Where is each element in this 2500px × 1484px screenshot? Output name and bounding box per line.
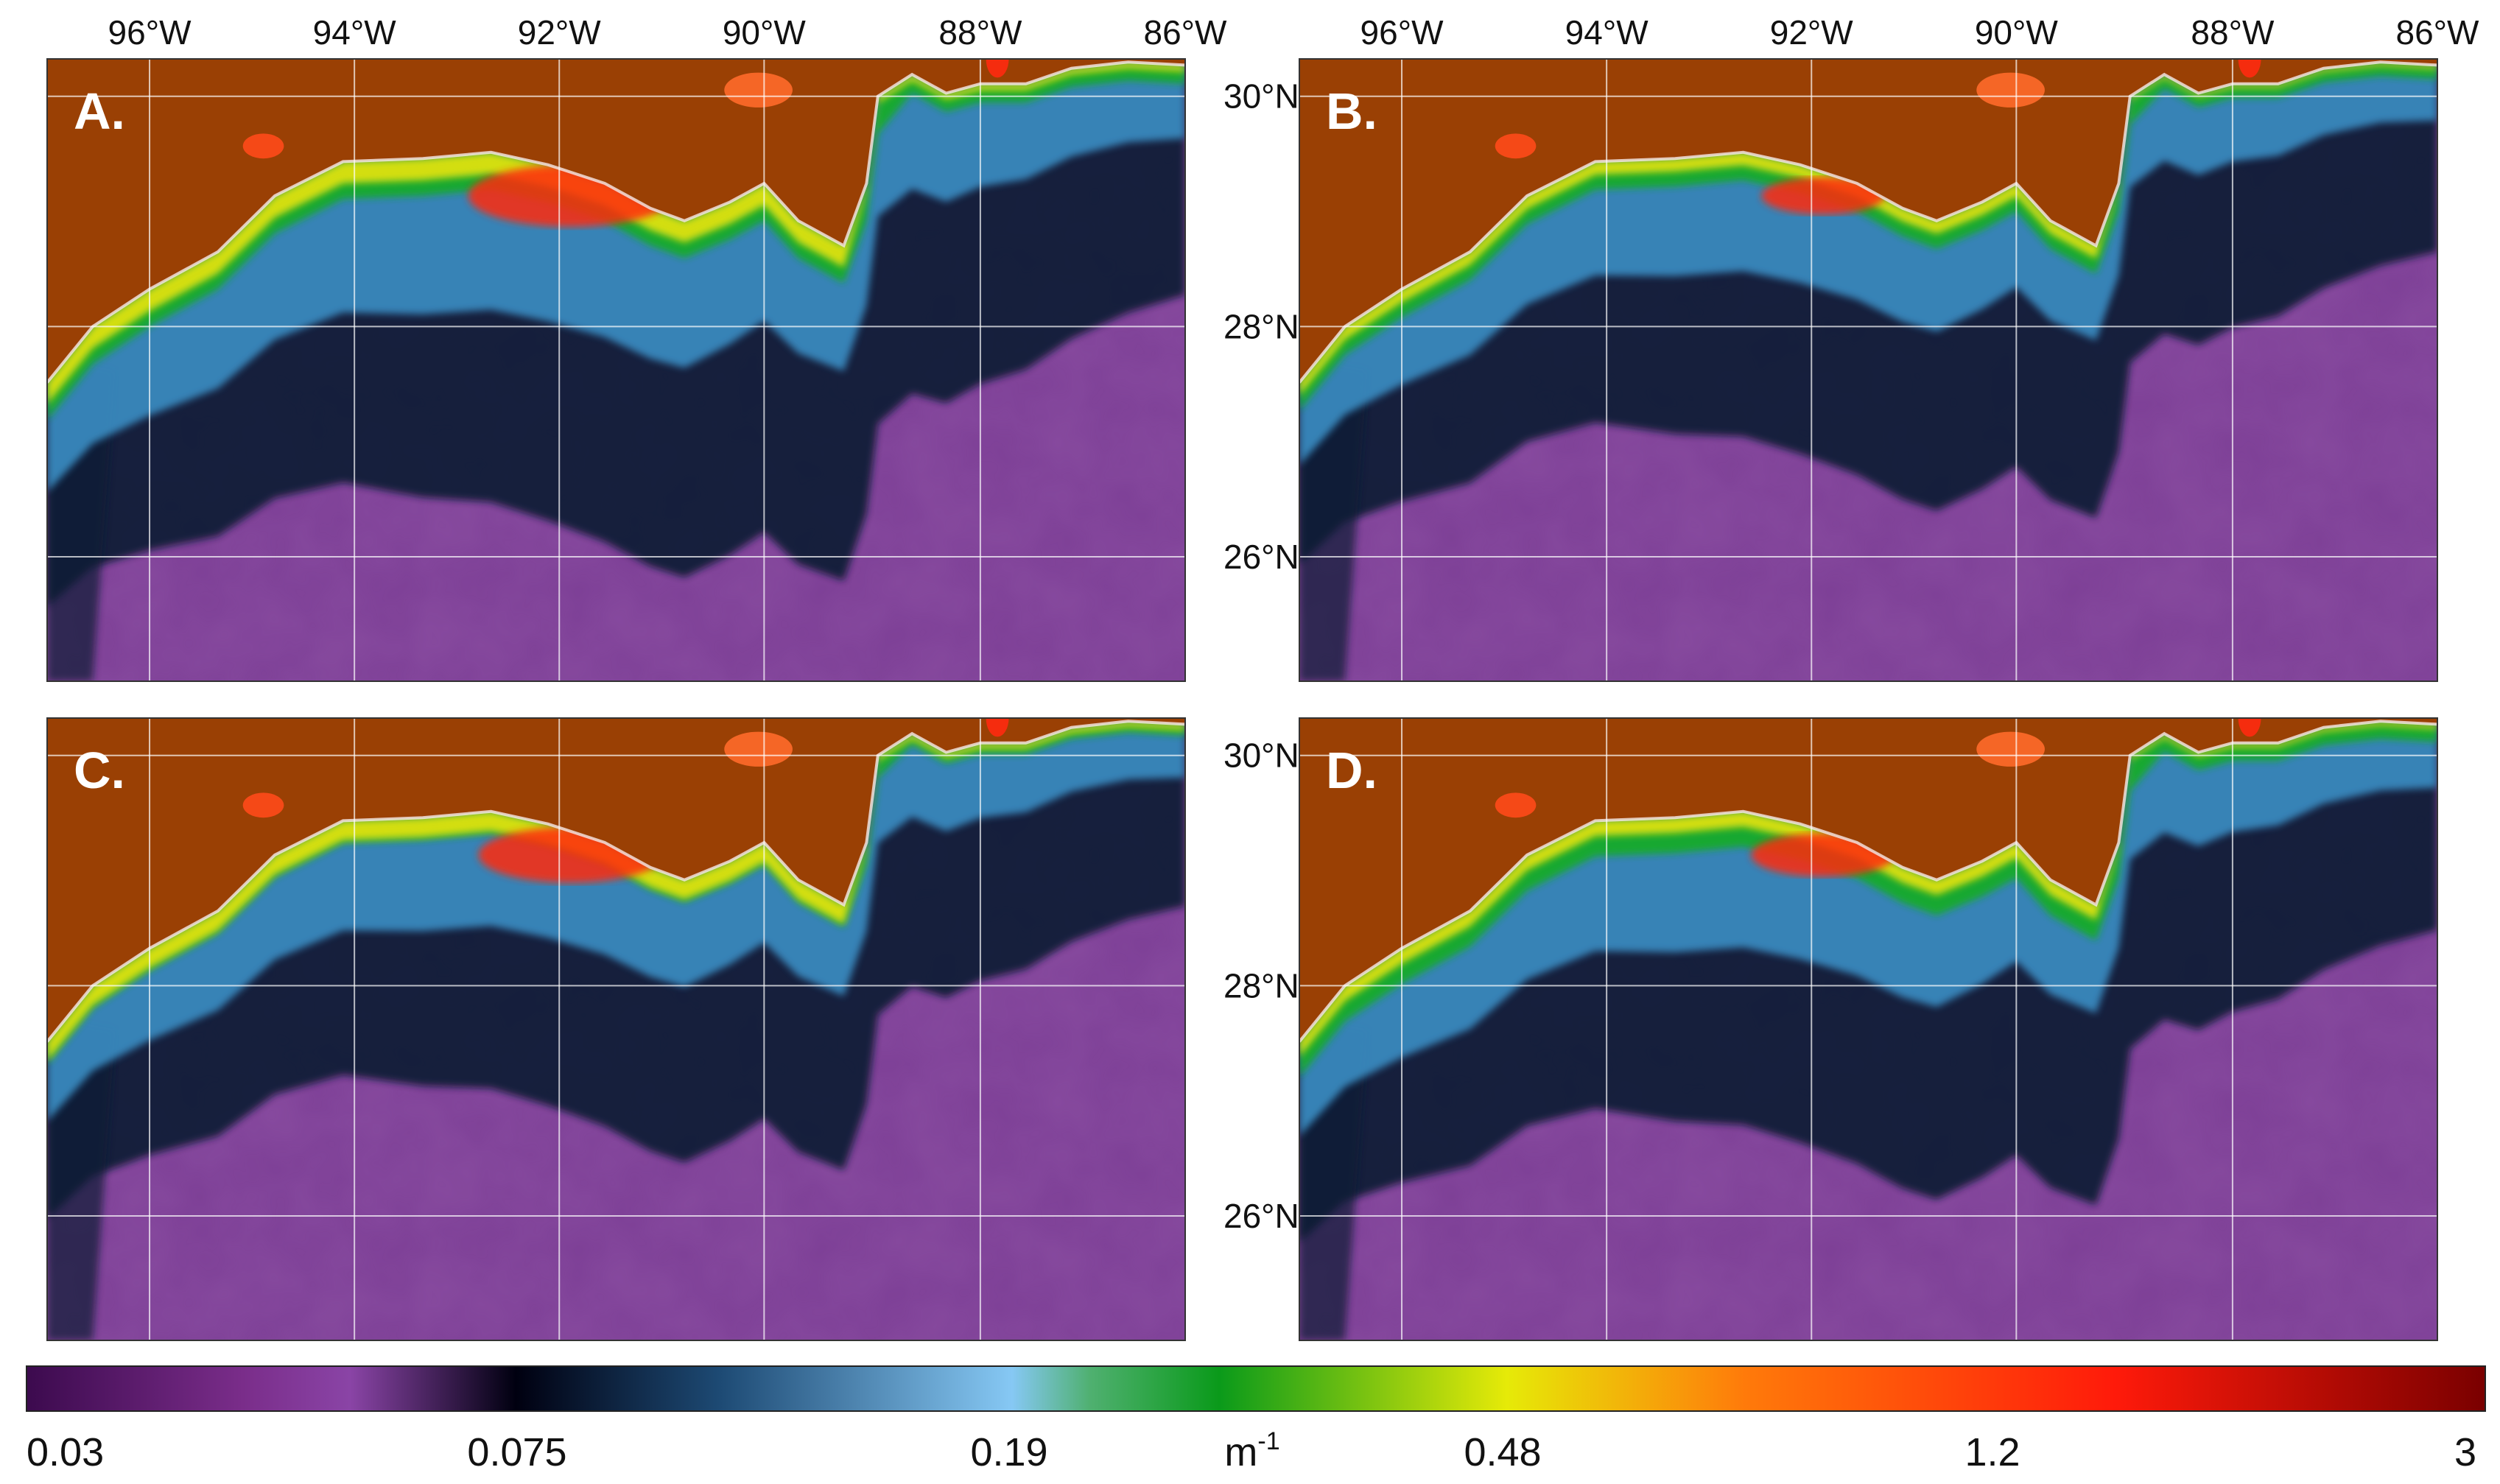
panel-border: [1299, 58, 2438, 682]
lake: [2238, 718, 2261, 737]
lon-label: 94°W: [1565, 13, 1649, 52]
lake: [986, 718, 1009, 737]
lat-label: 26°N: [1223, 1197, 1299, 1235]
colorbar-tick-label-4: 1.2: [1964, 1430, 2020, 1474]
lat-label: 30°N: [1223, 77, 1299, 116]
lake: [1495, 792, 1537, 818]
shelf-blue: [47, 721, 1185, 1122]
lake: [242, 792, 284, 818]
map-panel: C. 30°N 28°N 26°N: [46, 717, 1299, 1341]
colorbar-tick-label-2: 0.19: [970, 1430, 1047, 1474]
colorbar-tick-label-3: 0.48: [1464, 1430, 1541, 1474]
lon-label: 88°W: [938, 13, 1022, 52]
panel-label: B.: [1326, 82, 1377, 140]
lat-label: 26°N: [1223, 538, 1299, 576]
lon-label: 94°W: [313, 13, 397, 52]
coastal-red: [1761, 177, 1885, 215]
lon-label: 86°W: [2396, 13, 2480, 52]
colorbar-tick-label-0: 0.03: [27, 1430, 104, 1474]
map-panel: D.: [1299, 717, 2438, 1341]
lake: [986, 59, 1009, 78]
lake: [1976, 72, 2045, 108]
land: [1299, 59, 2437, 383]
shelf-blue: [1299, 721, 2437, 1136]
shelf-blue: [1299, 62, 2437, 465]
map-panels: A.96°W 94°W 92°W 90°W 88°W 86°W30°N28°N26°NB.…: [46, 13, 2480, 1341]
map-panel: A. 96°W 94°W 92°W 90°W 88°W 86°W 30°N 28°N 26°N: [46, 13, 1299, 682]
lon-label: 92°W: [1770, 13, 1854, 52]
lon-label: 96°W: [108, 13, 192, 52]
lake: [1495, 133, 1537, 159]
land: [47, 59, 1185, 383]
colorbar-unit-exponent: -1: [1257, 1427, 1279, 1455]
lon-label: 88°W: [2191, 13, 2275, 52]
colorbar-unit-label: m-1: [1224, 1427, 1279, 1474]
lake: [242, 133, 284, 159]
lake: [2238, 59, 2261, 78]
lon-label: 90°W: [723, 13, 807, 52]
panel-label: C.: [74, 742, 125, 799]
lon-label: 92°W: [518, 13, 602, 52]
colorbar: 0.03 0.075 0.19 m-1 0.48 1.2 3: [26, 1365, 2486, 1474]
lake: [1976, 731, 2045, 767]
panel-label: A.: [74, 82, 125, 140]
panel-border: [46, 58, 1186, 682]
colorbar-tick-label-1: 0.075: [467, 1430, 566, 1474]
land: [1299, 718, 2437, 1042]
land: [47, 718, 1185, 1042]
colorbar-unit: m: [1224, 1430, 1257, 1474]
lake: [724, 72, 793, 108]
lon-label: 96°W: [1360, 13, 1444, 52]
lat-label: 28°N: [1223, 966, 1299, 1005]
colorbar-tick-label-5: 3: [2454, 1430, 2476, 1474]
lat-label: 30°N: [1223, 736, 1299, 775]
lon-label: 90°W: [1975, 13, 2059, 52]
panel-border: [1299, 717, 2438, 1341]
lat-label: 28°N: [1223, 307, 1299, 345]
panel-label: D.: [1326, 742, 1377, 799]
lake: [724, 731, 793, 767]
map-panel: B. 96°W 94°W 92°W 90°W 88°W 86°W: [1299, 13, 2480, 682]
colorbar-bar: [26, 1365, 2486, 1412]
lon-label: 86°W: [1144, 13, 1228, 52]
panel-border: [46, 717, 1186, 1341]
